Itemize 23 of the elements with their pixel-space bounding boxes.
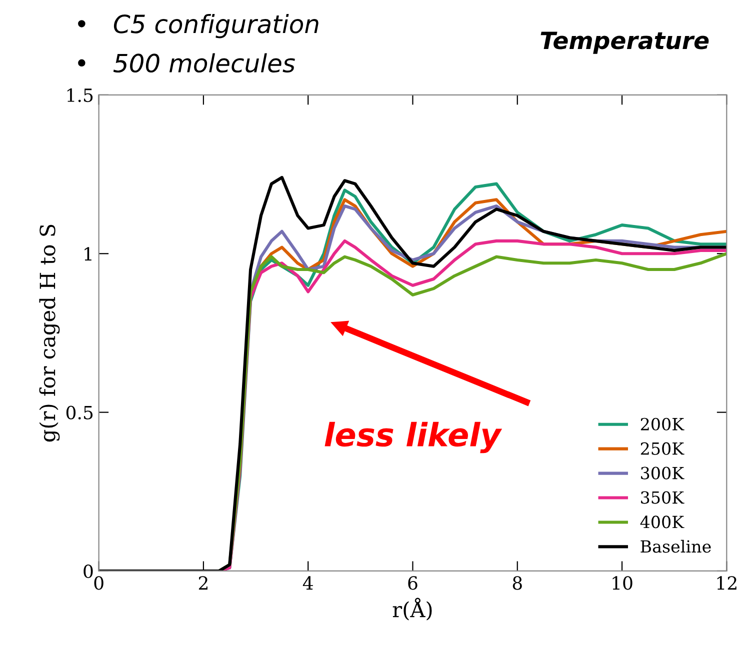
text: • 500 molecules bbox=[78, 53, 295, 73]
y-axis-title: g(r) for caged H to S bbox=[39, 224, 60, 442]
x-tick-label: 0 bbox=[94, 576, 104, 590]
x-tick-label: 2 bbox=[198, 576, 208, 590]
x-tick-label: 6 bbox=[408, 576, 418, 590]
legend-label: 250K bbox=[640, 442, 684, 455]
x-tick-label: 10 bbox=[612, 576, 632, 590]
y-tick-label: 0.5 bbox=[66, 406, 93, 420]
chart-title: Temperature bbox=[540, 32, 709, 54]
x-tick-label: 8 bbox=[512, 576, 522, 590]
y-tick-label: 1.5 bbox=[67, 88, 93, 102]
legend-label: Baseline bbox=[640, 540, 711, 553]
legend-label: 300K bbox=[641, 466, 684, 480]
legend-label: 200K bbox=[640, 418, 684, 430]
y-tick-label: 1 bbox=[84, 247, 92, 260]
x-axis-title: r(Å) bbox=[392, 598, 432, 620]
y-tick-label: 0 bbox=[84, 564, 93, 578]
annotation: less likely bbox=[324, 422, 502, 454]
legend-label: 400K bbox=[640, 516, 684, 528]
legend-label: 350K bbox=[641, 491, 684, 504]
text: • C5 configuration bbox=[78, 14, 318, 38]
x-tick-label: 12 bbox=[717, 576, 736, 590]
x-tick-label: 4 bbox=[302, 576, 313, 590]
